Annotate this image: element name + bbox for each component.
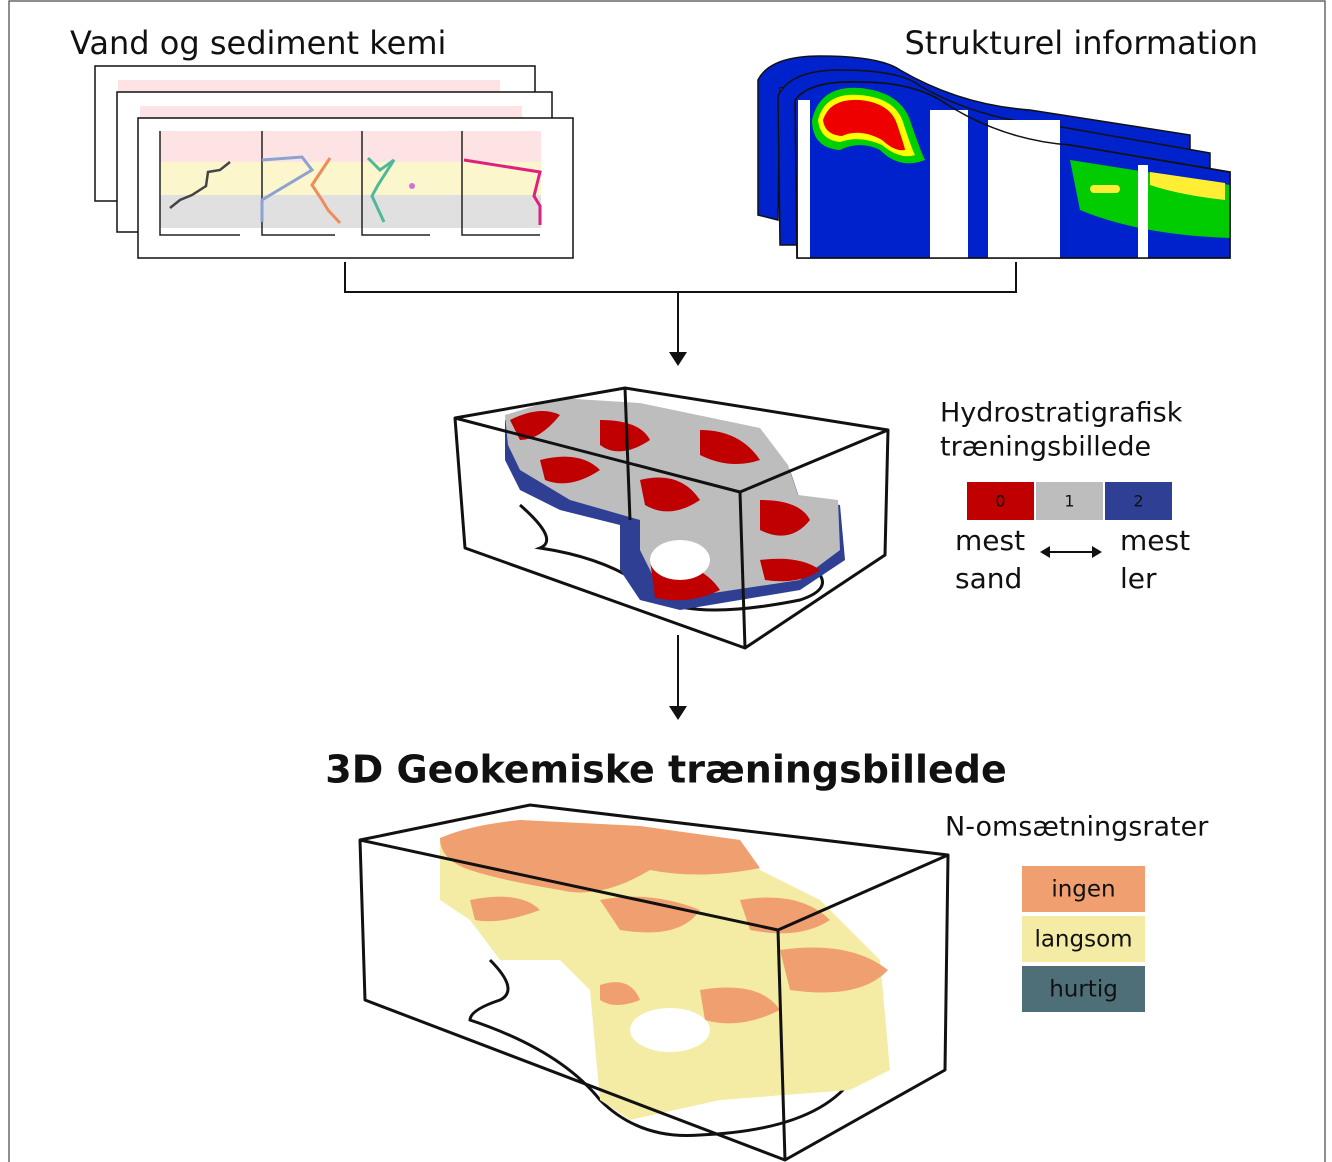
main-title: 3D Geokemiske træningsbillede — [325, 748, 1007, 792]
swatches: ingen langsom hurtig — [1022, 866, 1145, 1012]
legend-label: mest — [1120, 524, 1190, 557]
chemistry-panels-shape — [160, 162, 541, 195]
swatch-label: 0 — [995, 492, 1005, 511]
input-title: Strukturel information — [904, 24, 1258, 62]
legend-label: mest — [955, 524, 1025, 557]
legend-label: ler — [1120, 562, 1157, 595]
swatch-label: hurtig — [1049, 977, 1118, 1003]
legend-label: sand — [955, 562, 1022, 595]
swatch-label: ingen — [1051, 877, 1115, 903]
structure-panels-shape — [988, 120, 1060, 258]
diagram: Hydrostratigrafisk træningsbillede 0 1 2 m… — [0, 0, 1332, 1162]
chemistry-panels-shape — [160, 131, 541, 162]
swatches: 0 1 2 — [967, 482, 1172, 520]
swatch-label: 2 — [1133, 492, 1143, 511]
structure-panels-shape — [798, 100, 810, 258]
swatch-label: 1 — [1064, 492, 1074, 511]
chemistry-panels-shape — [160, 195, 541, 228]
structure-panels-shape — [930, 110, 968, 258]
legend-title: træningsbillede — [940, 432, 1151, 463]
chemistry-panels — [95, 66, 573, 258]
structure-panels-shape — [1138, 165, 1148, 258]
swatch-label: langsom — [1034, 927, 1132, 953]
geochem-model-shape — [630, 1008, 710, 1052]
input-title: Vand og sediment kemi — [70, 24, 446, 62]
legend-title: Hydrostratigrafisk — [940, 398, 1183, 429]
page: Geokemiske træningsbillede {"inputs": {"… — [0, 0, 1332, 1162]
chemistry-panels-shape — [409, 183, 415, 189]
body: Hydrostratigrafisk træningsbillede 0 1 2 m… — [0, 0, 1332, 1162]
structure-panels-shape — [1090, 185, 1120, 193]
legend-title: N-omsætningsrater — [945, 812, 1209, 843]
hydro-model-shape — [650, 540, 710, 580]
